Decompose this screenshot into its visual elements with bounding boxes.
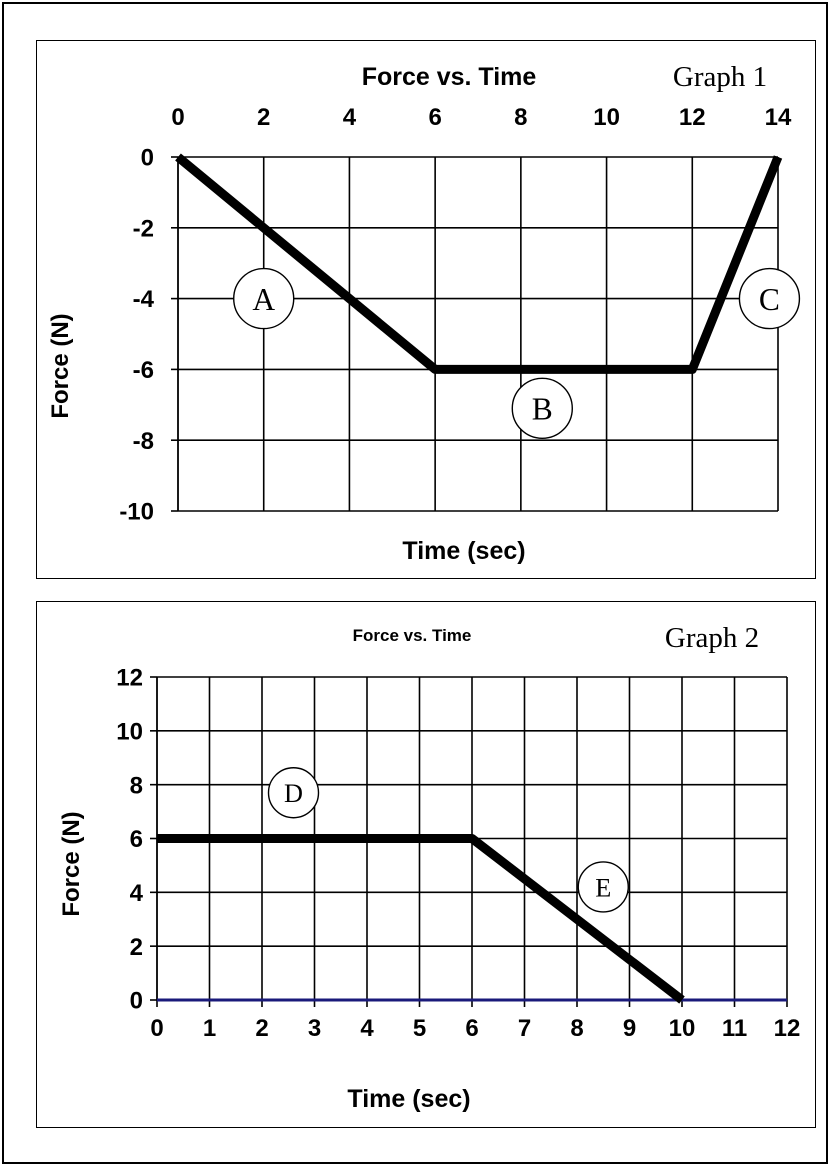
g1-xtick-4: 4: [343, 104, 357, 131]
graph-1-series: [175, 153, 783, 374]
graph-2-label: Graph 2: [665, 622, 759, 654]
g1-annotation-circle-C: [738, 267, 801, 330]
g1-xtick-0: 0: [171, 104, 184, 131]
g2-ytick-2: 2: [130, 934, 143, 961]
g1-annotation-circle-B: [511, 377, 573, 440]
g2-ytick-8: 8: [130, 772, 143, 799]
g1-xtick-12: 12: [679, 104, 706, 131]
g1-ytick--8: -8: [133, 428, 154, 455]
graph-2-ylabel: Force (N): [58, 811, 85, 916]
g2-xtick-5: 5: [413, 1015, 426, 1042]
g2-xtick-4: 4: [360, 1015, 374, 1042]
g2-ytick-10: 10: [116, 718, 143, 745]
graph-1-annotations: A B C: [233, 267, 801, 440]
g2-xtick-9: 9: [623, 1015, 636, 1042]
g1-xtick-10: 10: [593, 104, 620, 131]
g2-xtick-7: 7: [518, 1015, 531, 1042]
g2-ytick-12: 12: [116, 665, 143, 692]
g1-ytick--10: -10: [119, 499, 154, 526]
graph-1-xlabel: Time (sec): [402, 537, 525, 565]
g1-ytick--2: -2: [133, 215, 154, 242]
g1-annotation-B: B: [532, 392, 553, 427]
g2-annotation-D: D: [284, 779, 303, 808]
graph-1-title: Force vs. Time: [362, 63, 537, 91]
g2-xtick-2: 2: [255, 1015, 268, 1042]
graph-2-xlabel: Time (sec): [347, 1085, 470, 1113]
graph-2-annotations: DE: [267, 767, 629, 913]
g2-xtick-1: 1: [203, 1015, 216, 1042]
graph-1-panel: 0 2 4 6 8 10 12 14 0 -2 -4 -6 -8 -10 A B C Force vs. Ti…: [36, 40, 816, 579]
g1-xtick-8: 8: [514, 104, 527, 131]
g1-annotation-C: C: [759, 282, 780, 317]
g1-annotation-circle-A: [233, 267, 295, 330]
g2-annotation-circle-D: [267, 767, 320, 819]
g2-xtick-11: 11: [722, 1015, 747, 1042]
g2-ytick-6: 6: [130, 826, 143, 853]
g2-ytick-0: 0: [130, 988, 143, 1015]
graph-1-ylabel: Force (N): [47, 313, 74, 418]
graph-1-svg: 0 2 4 6 8 10 12 14 0 -2 -4 -6 -8 -10 A B C Force vs. Ti…: [47, 61, 801, 565]
g2-xtick-12: 12: [774, 1015, 801, 1042]
g2-annotation-E: E: [595, 873, 611, 902]
g2-xtick-3: 3: [308, 1015, 321, 1042]
g1-ytick-0: 0: [141, 145, 154, 172]
graph-2-series: [157, 834, 685, 1004]
graph-2-title: Force vs. Time: [353, 626, 472, 645]
g2-xtick-6: 6: [465, 1015, 478, 1042]
g1-annotation-A: A: [252, 282, 275, 317]
graph-1-tick-labels: 0 2 4 6 8 10 12 14 0 -2 -4 -6 -8 -10: [119, 104, 792, 526]
g1-ytick--6: -6: [133, 357, 154, 384]
g2-ytick-4: 4: [130, 880, 144, 907]
g2-xtick-10: 10: [669, 1015, 696, 1042]
g2-xtick-8: 8: [570, 1015, 583, 1042]
g2-series-line-0: [157, 834, 685, 1004]
g1-series-line-0: [175, 153, 783, 374]
g2-xtick-0: 0: [150, 1015, 163, 1042]
g1-ytick--4: -4: [133, 286, 155, 313]
g1-xtick-14: 14: [765, 104, 792, 131]
g1-xtick-6: 6: [428, 104, 441, 131]
graph-1-grid: [171, 156, 779, 512]
g1-xtick-2: 2: [257, 104, 270, 131]
g2-annotation-circle-E: [577, 861, 629, 913]
graph-1-label: Graph 1: [673, 61, 767, 93]
